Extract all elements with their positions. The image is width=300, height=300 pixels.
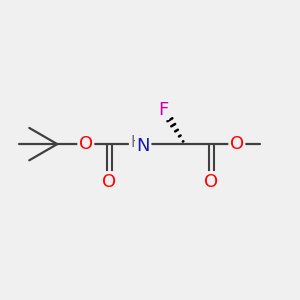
Text: N: N — [136, 136, 150, 154]
Text: H: H — [130, 135, 142, 150]
Text: O: O — [204, 172, 218, 190]
Text: F: F — [158, 101, 168, 119]
Text: O: O — [79, 135, 93, 153]
Text: O: O — [102, 172, 116, 190]
Text: O: O — [230, 135, 244, 153]
